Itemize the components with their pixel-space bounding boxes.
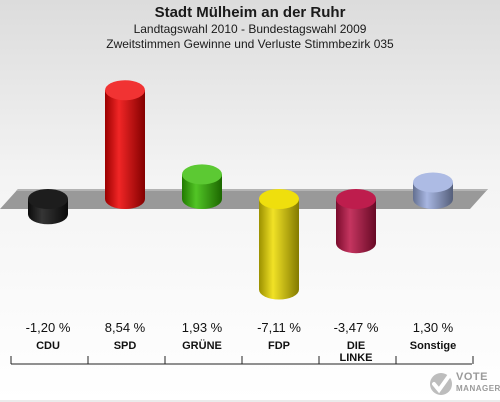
vote-manager-logo: VOTE MANAGER [428,369,500,397]
bar-fdp [259,189,299,300]
category-label: LINKE [340,352,373,364]
bar-cap [182,164,222,185]
logo-text-manager: MANAGER [456,384,500,393]
bar-spd [105,80,145,209]
bar-bottom [182,189,222,209]
bar-cap [259,189,299,209]
vote-manager-logo-icon [430,373,452,395]
bar-cap [28,189,68,209]
value-label: -1,20 % [26,320,71,335]
bar-grüne [182,164,222,209]
chart-title: Stadt Mülheim an der Ruhr [154,4,346,21]
value-label: 1,93 % [182,320,223,335]
category-label: DIE [347,340,365,352]
bar-cap [105,80,145,101]
bar-die-linke [336,189,376,254]
chart-header: Stadt Mülheim an der Ruhr Landtagswahl 2… [0,4,500,52]
chart-subtitle-2: Zweitstimmen Gewinne und Verluste Stimmb… [106,37,394,51]
bar-bottom [413,189,453,209]
bar-body [259,199,299,290]
bar-cap [413,172,453,193]
value-label: -3,47 % [334,320,379,335]
bar-bottom [28,204,68,225]
category-label: SPD [114,340,137,352]
bar-bottom [336,233,376,254]
category-label: CDU [36,340,60,352]
value-label: 8,54 % [105,320,146,335]
category-label: GRÜNE [182,339,222,352]
bar-cdu [28,189,68,225]
category-label: FDP [268,340,290,352]
bar-bottom [105,189,145,209]
bar-sonstige [413,172,453,209]
logo-text-vote: VOTE [456,371,488,383]
value-label: -7,11 % [257,320,301,335]
category-label: Sonstige [410,340,456,352]
bar-body [105,90,145,199]
chart-subtitle-1: Landtagswahl 2010 - Bundestagswahl 2009 [133,22,367,36]
bar-bottom [259,279,299,300]
bar-cap [336,189,376,209]
value-label: 1,30 % [413,320,454,335]
